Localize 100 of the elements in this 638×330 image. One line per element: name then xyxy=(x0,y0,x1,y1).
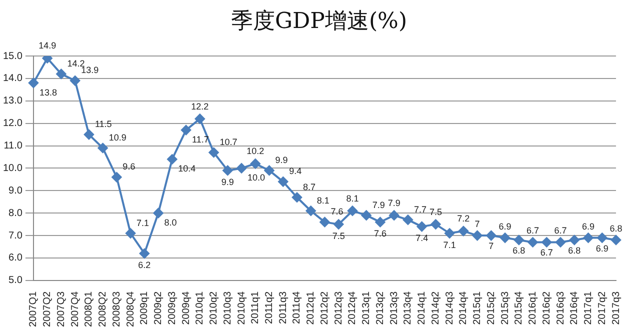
data-label: 6.8 xyxy=(512,246,526,256)
data-label: 6.7 xyxy=(554,226,567,236)
data-label: 7.9 xyxy=(388,198,400,208)
point xyxy=(458,226,468,236)
x-tick-label: 2016q2 xyxy=(541,290,552,325)
data-label: 10.7 xyxy=(220,136,238,147)
point xyxy=(583,232,594,243)
point xyxy=(126,228,136,238)
y-tick-label: 13.0 xyxy=(2,96,23,107)
y-tick-label: 6.0 xyxy=(8,252,23,264)
data-label: 6.7 xyxy=(540,248,553,258)
x-tick-label: 2008Q1 xyxy=(84,290,95,328)
point xyxy=(292,192,302,202)
data-label: 7.5 xyxy=(332,230,345,241)
data-label: 7.4 xyxy=(416,233,428,244)
data-label: 7.2 xyxy=(457,214,470,224)
data-label: 8.1 xyxy=(346,193,359,204)
data-label: 7.6 xyxy=(374,228,386,239)
point xyxy=(278,176,288,187)
point xyxy=(389,210,400,220)
x-tick-label: 2011q3 xyxy=(278,290,289,324)
x-tick-label: 2012q1 xyxy=(306,290,317,325)
data-label: 11.7 xyxy=(192,134,209,145)
point xyxy=(236,163,247,174)
point xyxy=(167,154,178,164)
x-tick-label: 2009q1 xyxy=(139,290,150,325)
y-tick-label: 15.0 xyxy=(2,50,23,62)
data-label: 13.8 xyxy=(39,87,57,98)
data-label: 7.9 xyxy=(372,200,385,210)
data-label: 9.9 xyxy=(275,154,288,165)
x-tick-label: 2017q3 xyxy=(610,290,622,325)
y-tick-label: 9.0 xyxy=(8,185,23,196)
point xyxy=(208,148,219,158)
data-label: 7 xyxy=(488,241,494,252)
point xyxy=(84,130,94,140)
point xyxy=(334,219,344,230)
point xyxy=(402,214,413,225)
x-tick-label: 2016q4 xyxy=(569,290,580,325)
point xyxy=(472,230,482,241)
x-tick-label: 2013q4 xyxy=(402,290,414,325)
point xyxy=(486,230,496,241)
data-label: 6.2 xyxy=(138,260,151,270)
x-tick-label: 2015q2 xyxy=(486,290,497,325)
point xyxy=(611,235,621,246)
x-tick-label: 2011q2 xyxy=(264,290,275,324)
chart-title: 季度GDP增速(%) xyxy=(230,8,408,36)
data-label: 6.9 xyxy=(596,243,608,254)
data-label: 7.7 xyxy=(414,204,426,214)
point xyxy=(500,232,510,243)
x-tick-label: 2015q4 xyxy=(514,290,525,325)
x-tick-label: 2013q3 xyxy=(388,290,400,325)
data-label: 7.1 xyxy=(136,218,150,228)
x-tick-label: 2010q3 xyxy=(222,290,234,325)
x-tick-label: 2008Q3 xyxy=(111,290,122,328)
x-tick-label: 2010q4 xyxy=(236,290,248,325)
y-tick-label: 12.0 xyxy=(2,118,23,130)
y-tick-label: 11.0 xyxy=(4,140,23,152)
y-tick-label: 10.0 xyxy=(2,162,23,174)
point xyxy=(194,114,205,124)
data-label: 10.9 xyxy=(108,132,126,142)
data-label: 6.7 xyxy=(526,226,540,236)
x-tick-label: 2008Q4 xyxy=(125,290,136,328)
data-label: 9.4 xyxy=(289,166,302,176)
point xyxy=(28,78,38,88)
point xyxy=(542,237,552,248)
x-tick-label: 2014q4 xyxy=(458,290,470,325)
data-label: 6.9 xyxy=(498,221,512,232)
y-tick-label: 14.0 xyxy=(2,73,23,84)
data-label: 10.4 xyxy=(178,164,196,174)
x-tick-label: 2012q3 xyxy=(333,290,344,325)
point xyxy=(347,206,358,216)
point xyxy=(416,222,427,232)
x-tick-label: 2014q3 xyxy=(444,290,456,325)
data-label: 7.1 xyxy=(443,240,456,250)
x-tick-label: 2013q2 xyxy=(374,290,386,325)
point xyxy=(222,165,233,176)
x-tick-label: 2010q1 xyxy=(194,290,206,325)
data-label: 8.0 xyxy=(164,218,177,228)
data-label: 8.1 xyxy=(316,195,330,206)
x-tick-label: 2009q4 xyxy=(180,290,192,325)
x-tick-label: 2017q1 xyxy=(583,290,594,325)
data-label: 11.5 xyxy=(94,119,112,130)
data-label: 6.8 xyxy=(610,224,622,234)
data-label: 6.9 xyxy=(582,221,595,232)
data-label: 13.9 xyxy=(81,65,99,76)
x-tick-label: 2009q3 xyxy=(166,290,178,325)
data-label: 7.6 xyxy=(330,206,344,217)
x-tick-label: 2015q3 xyxy=(500,290,511,325)
point xyxy=(306,206,316,216)
y-tick-label: 5.0 xyxy=(8,275,23,286)
data-label: 9.6 xyxy=(122,162,136,172)
x-tick-label: 2009q2 xyxy=(153,290,164,325)
x-tick-label: 2011q1 xyxy=(250,290,262,324)
x-tick-label: 2012q2 xyxy=(319,290,330,325)
x-tick-label: 2010q2 xyxy=(208,290,220,325)
x-tick-label: 2007Q3 xyxy=(56,290,67,328)
x-tick-label: 2017q2 xyxy=(596,290,608,325)
y-tick-label: 8.0 xyxy=(8,208,23,219)
point xyxy=(375,217,386,228)
x-tick-label: 2011q4 xyxy=(292,290,303,324)
